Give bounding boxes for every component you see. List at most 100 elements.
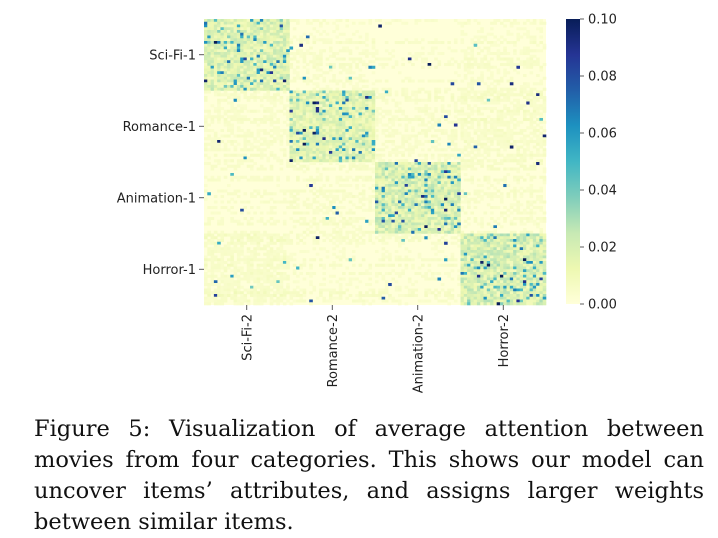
- heatmap-cell: [427, 90, 432, 94]
- heatmap-cell: [529, 140, 534, 144]
- heatmap-cell: [529, 90, 534, 94]
- heatmap-cell: [532, 82, 537, 86]
- heatmap-cell: [246, 68, 251, 72]
- heatmap-cell: [470, 112, 474, 116]
- heatmap-cell: [437, 175, 442, 179]
- heatmap-cell: [536, 27, 540, 31]
- heatmap-cell: [470, 164, 474, 168]
- heatmap-cell: [407, 175, 412, 179]
- heatmap-cell: [375, 112, 379, 116]
- heatmap-cell: [486, 120, 491, 124]
- heatmap-cell: [266, 109, 271, 113]
- heatmap-cell: [309, 90, 313, 94]
- heatmap-cell: [319, 120, 323, 124]
- heatmap-cell: [542, 219, 547, 223]
- heatmap-cell: [305, 178, 310, 182]
- heatmap-cell: [243, 115, 248, 119]
- heatmap-cell: [335, 233, 340, 237]
- heatmap-cell: [519, 156, 524, 160]
- heatmap-cell: [217, 178, 221, 182]
- heatmap-cell: [411, 93, 415, 97]
- heatmap-cell: [463, 131, 468, 135]
- heatmap-cell: [256, 87, 261, 91]
- heatmap-cell: [358, 41, 363, 45]
- heatmap-cell: [338, 211, 343, 215]
- heatmap-cell: [427, 175, 432, 179]
- heatmap-cell: [227, 153, 231, 157]
- heatmap-cell: [421, 164, 425, 168]
- heatmap-cell: [220, 233, 225, 237]
- heatmap-cell: [269, 43, 274, 47]
- heatmap-cell: [233, 41, 238, 45]
- heatmap-cell: [365, 123, 369, 127]
- heatmap-cell: [256, 57, 261, 61]
- heatmap-cell: [398, 217, 402, 221]
- heatmap-cell: [467, 178, 471, 182]
- heatmap-cell: [391, 233, 396, 237]
- heatmap-cell: [296, 115, 300, 119]
- heatmap-cell: [539, 142, 544, 146]
- heatmap-cell: [335, 159, 340, 163]
- heatmap-cell: [361, 131, 366, 135]
- heatmap-cell: [236, 118, 241, 122]
- heatmap-cell: [467, 60, 471, 64]
- heatmap-cell: [338, 184, 343, 188]
- heatmap-cell: [266, 115, 271, 119]
- heatmap-cell: [240, 82, 244, 86]
- heatmap-cell: [263, 32, 267, 36]
- heatmap-cell: [315, 195, 320, 199]
- heatmap-cell: [309, 145, 313, 149]
- heatmap-cell: [411, 195, 415, 199]
- heatmap-cell: [371, 115, 376, 119]
- heatmap-cell: [450, 186, 455, 190]
- heatmap-cell: [279, 167, 284, 171]
- heatmap-cell: [391, 208, 396, 212]
- heatmap-cell: [476, 30, 481, 34]
- heatmap-cell: [437, 178, 442, 182]
- heatmap-cell: [503, 115, 507, 119]
- heatmap-cell: [427, 195, 432, 199]
- heatmap-cell: [375, 148, 379, 152]
- heatmap-cell: [450, 93, 455, 97]
- heatmap-cell: [381, 233, 386, 237]
- heatmap-cell: [286, 41, 290, 45]
- heatmap-cell: [236, 162, 241, 166]
- heatmap-cell: [532, 167, 537, 171]
- heatmap-cell: [279, 239, 284, 243]
- heatmap-cell: [220, 27, 225, 31]
- heatmap-cell: [223, 175, 228, 179]
- heatmap-cell: [266, 54, 271, 58]
- heatmap-cell: [457, 214, 461, 218]
- heatmap-cell: [371, 52, 376, 56]
- heatmap-cell: [421, 129, 425, 133]
- heatmap-cell: [256, 167, 261, 171]
- heatmap-cell: [384, 230, 389, 234]
- heatmap-cell: [499, 142, 504, 146]
- heatmap-cell: [526, 142, 530, 146]
- heatmap-cell: [361, 159, 366, 163]
- heatmap-cell: [467, 71, 471, 75]
- heatmap-cell: [516, 208, 520, 212]
- heatmap-cell: [476, 233, 481, 237]
- heatmap-cell: [516, 233, 520, 237]
- heatmap-cell: [414, 54, 419, 58]
- heatmap-cell: [305, 52, 310, 56]
- heatmap-cell: [243, 142, 248, 146]
- heatmap-cell: [417, 170, 422, 174]
- heatmap-cell: [421, 230, 425, 234]
- heatmap-cell: [411, 178, 415, 182]
- heatmap-cell: [407, 148, 412, 152]
- heatmap-cell: [279, 82, 284, 86]
- heatmap-cell: [394, 222, 399, 226]
- heatmap-cell: [289, 189, 294, 193]
- heatmap-cell: [355, 156, 359, 160]
- heatmap-cell: [286, 189, 290, 193]
- heatmap-cell: [273, 115, 277, 119]
- heatmap-cell: [305, 76, 310, 80]
- heatmap-cell: [250, 153, 254, 157]
- heatmap-cell: [210, 175, 215, 179]
- heatmap-cell: [453, 195, 458, 199]
- heatmap-cell: [526, 101, 530, 105]
- heatmap-cell: [358, 76, 363, 80]
- heatmap-cell: [457, 203, 461, 207]
